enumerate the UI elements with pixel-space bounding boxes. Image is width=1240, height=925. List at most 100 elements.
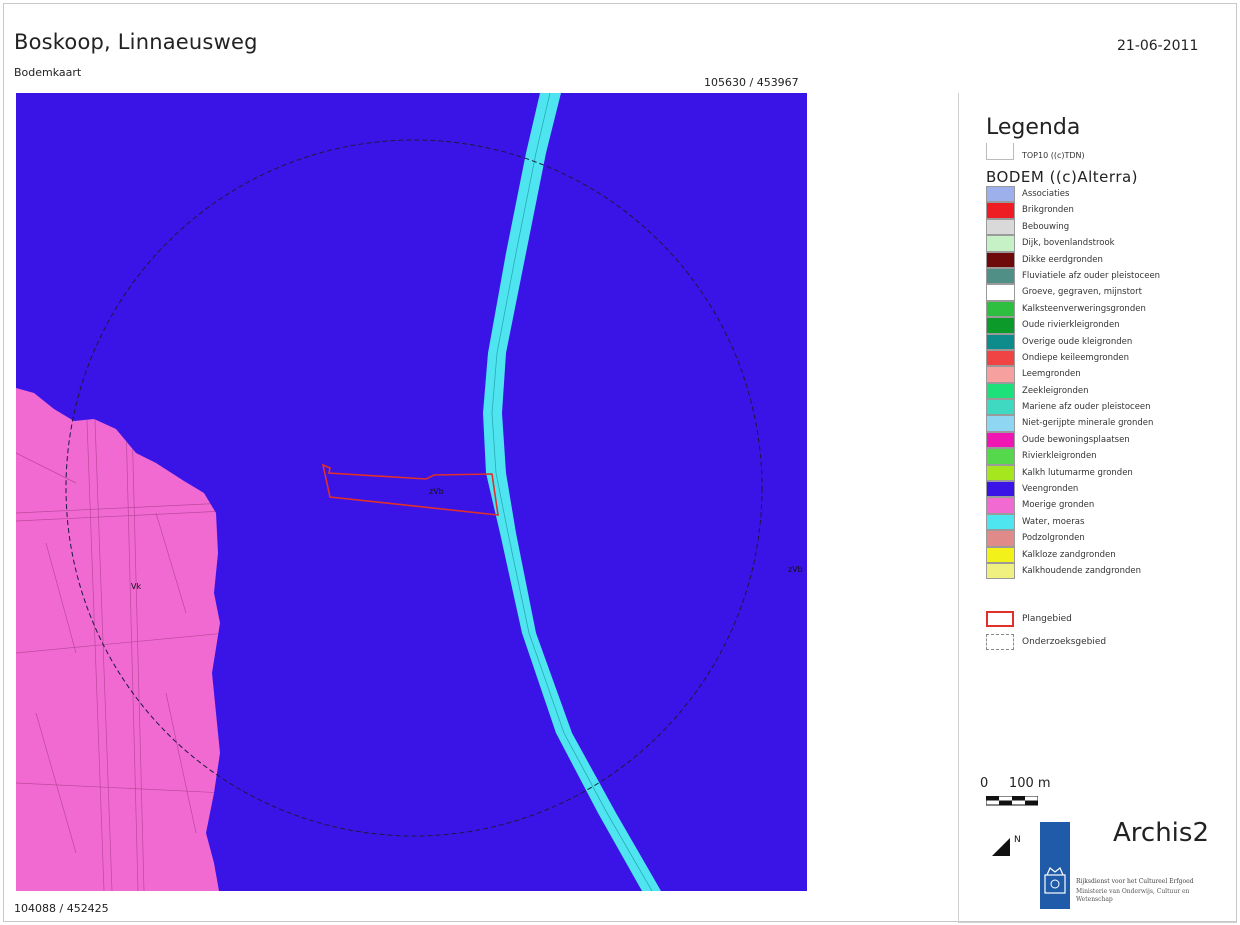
legend-item-label: Veengronden: [1022, 484, 1079, 495]
legend-item-label: Dikke eerdgronden: [1022, 254, 1103, 265]
plangebied-swatch: [986, 611, 1014, 627]
onderzoeksgebied-label: Onderzoeksgebied: [1022, 637, 1107, 647]
legend-item: Water, moeras: [986, 513, 1226, 531]
legend-item: Mariene afz ouder pleistoceen: [986, 399, 1226, 416]
legend-items: Associaties Brikgronden Bebouwing Dijk, bov…: [986, 186, 1226, 580]
legend-item: Oude bewoningsplaatsen: [986, 431, 1226, 449]
legend-swatch: [986, 349, 1015, 367]
legend-item-label: Water, moeras: [1022, 516, 1085, 527]
map-subtitle: Bodemkaart: [14, 66, 82, 79]
legend-item-label: Kalkhoudende zandgronden: [1022, 565, 1141, 576]
legend-item: Kalkloze zandgronden: [986, 546, 1226, 563]
legend-swatch: [986, 186, 1015, 203]
legend-item: Kalksteenverweringsgronden: [986, 300, 1226, 318]
scale-label: 0 100 m: [980, 776, 1051, 791]
legend-swatch: [986, 530, 1015, 547]
legend-item-label: Brikgronden: [1022, 205, 1074, 216]
crown-emblem-icon: [1044, 867, 1066, 894]
legend-swatch: [986, 300, 1015, 318]
legend-item: Bebouwing: [986, 218, 1226, 236]
legend-item-label: Groeve, gegraven, mijnstort: [1022, 287, 1142, 298]
legend-swatch: [986, 431, 1015, 449]
soil-map[interactable]: zVb Vk zVb: [16, 93, 807, 891]
legend-item-label: Bebouwing: [1022, 221, 1070, 232]
legend-item: Niet-gerijpte minerale gronden: [986, 415, 1226, 432]
legend-onderzoeksgebied: Onderzoeksgebied: [986, 634, 1226, 652]
legend-item-label: Podzolgronden: [1022, 533, 1085, 544]
legend-item-label: Associaties: [1022, 189, 1070, 199]
legend-swatch: [986, 251, 1015, 268]
topo-lines: [16, 392, 220, 891]
legend-item: Overige oude kleigronden: [986, 333, 1226, 350]
scale-bar: [986, 796, 1038, 806]
legend-swatch: [986, 333, 1015, 350]
legend-item: Oude rivierkleigronden: [986, 317, 1226, 334]
onderzoeksgebied-circle: [65, 139, 763, 837]
legend-swatch: [986, 317, 1015, 334]
legend-item: Zeekleigronden: [986, 382, 1226, 400]
top10-label: TOP10 ((c)TDN): [1022, 151, 1085, 160]
legend-plangebied: Plangebied: [986, 611, 1226, 629]
legend-item: Kalkh lutumarme gronden: [986, 464, 1226, 482]
legend-item-label: Kalkh lutumarme gronden: [1022, 467, 1133, 478]
legend-swatch: [986, 382, 1015, 400]
legend-swatch: [986, 562, 1015, 580]
legend-panel: [958, 93, 1237, 923]
legend-item-label: Oude rivierkleigronden: [1022, 320, 1120, 331]
archis2-brand: Archis2: [1113, 818, 1209, 848]
coordinate-top-right: 105630 / 453967: [704, 76, 799, 89]
legend-item: Ondiepe keileemgronden: [986, 349, 1226, 367]
canal-centerline: [491, 93, 653, 891]
legend-item: Dijk, bovenlandstrook: [986, 235, 1226, 252]
legend-item-label: Overige oude kleigronden: [1022, 336, 1133, 347]
legend-item-label: Zeekleigronden: [1022, 385, 1089, 396]
legend-item-label: Leemgronden: [1022, 369, 1081, 380]
east-soil-code-label: zVb: [788, 565, 803, 574]
legend-item: Associaties: [986, 186, 1226, 203]
onderzoeksgebied-swatch: [986, 634, 1014, 650]
legend-item-label: Dijk, bovenlandstrook: [1022, 238, 1115, 249]
legend-swatch: [986, 399, 1015, 416]
legend-item: Moerige gronden: [986, 497, 1226, 514]
plan-area-code-label: zVb: [429, 487, 444, 496]
legend-item: Veengronden: [986, 481, 1226, 498]
legend-item: Leemgronden: [986, 366, 1226, 383]
bodem-title: BODEM ((c)Alterra): [986, 168, 1139, 186]
legend-swatch: [986, 235, 1015, 252]
plangebied-label: Plangebied: [1022, 614, 1072, 624]
legend-swatch: [986, 497, 1015, 514]
legend-swatch: [986, 513, 1015, 531]
legend-item: Kalkhoudende zandgronden: [986, 562, 1226, 580]
legend-item-label: Kalksteenverweringsgronden: [1022, 303, 1146, 314]
map-date: 21-06-2011: [1117, 38, 1199, 54]
map-title: Boskoop, Linnaeusweg: [14, 30, 258, 54]
ministry-line-2: Ministerie van Onderwijs, Cultuur en Wet…: [1076, 888, 1190, 903]
legend-item-label: Kalkloze zandgronden: [1022, 549, 1116, 560]
page-frame: [3, 3, 1237, 922]
legend-swatch: [986, 481, 1015, 498]
legend-swatch: [986, 202, 1015, 219]
rijksoverheid-logo: [1040, 822, 1070, 909]
plangebied-outline: [321, 463, 499, 516]
legend-swatch: [986, 284, 1015, 301]
north-arrow-icon: N: [992, 835, 1021, 856]
legend-item-label: Rivierkleigronden: [1022, 451, 1097, 462]
legend-swatch: [986, 218, 1015, 236]
west-soil-code-label: Vk: [131, 582, 141, 591]
legend-swatch: [986, 546, 1015, 563]
legend-swatch: [986, 448, 1015, 465]
legend-item: Rivierkleigronden: [986, 448, 1226, 465]
legend-swatch: [986, 267, 1015, 285]
coordinate-bottom-left: 104088 / 452425: [14, 902, 109, 915]
legend-item: Groeve, gegraven, mijnstort: [986, 284, 1226, 301]
ministry-line-1: Rijksdienst voor het Cultureel Erfgoed: [1076, 878, 1194, 885]
legend-item: Dikke eerdgronden: [986, 251, 1226, 268]
top10-swatch: [986, 143, 1014, 160]
legend-swatch: [986, 464, 1015, 482]
legend-item-label: Moerige gronden: [1022, 500, 1095, 511]
legend-item-label: Fluviatiele afz ouder pleistoceen: [1022, 270, 1161, 281]
legend-swatch: [986, 415, 1015, 432]
legend-item-label: Ondiepe keileemgronden: [1022, 352, 1130, 363]
legend-item: Brikgronden: [986, 202, 1226, 219]
legend-swatch: [986, 366, 1015, 383]
